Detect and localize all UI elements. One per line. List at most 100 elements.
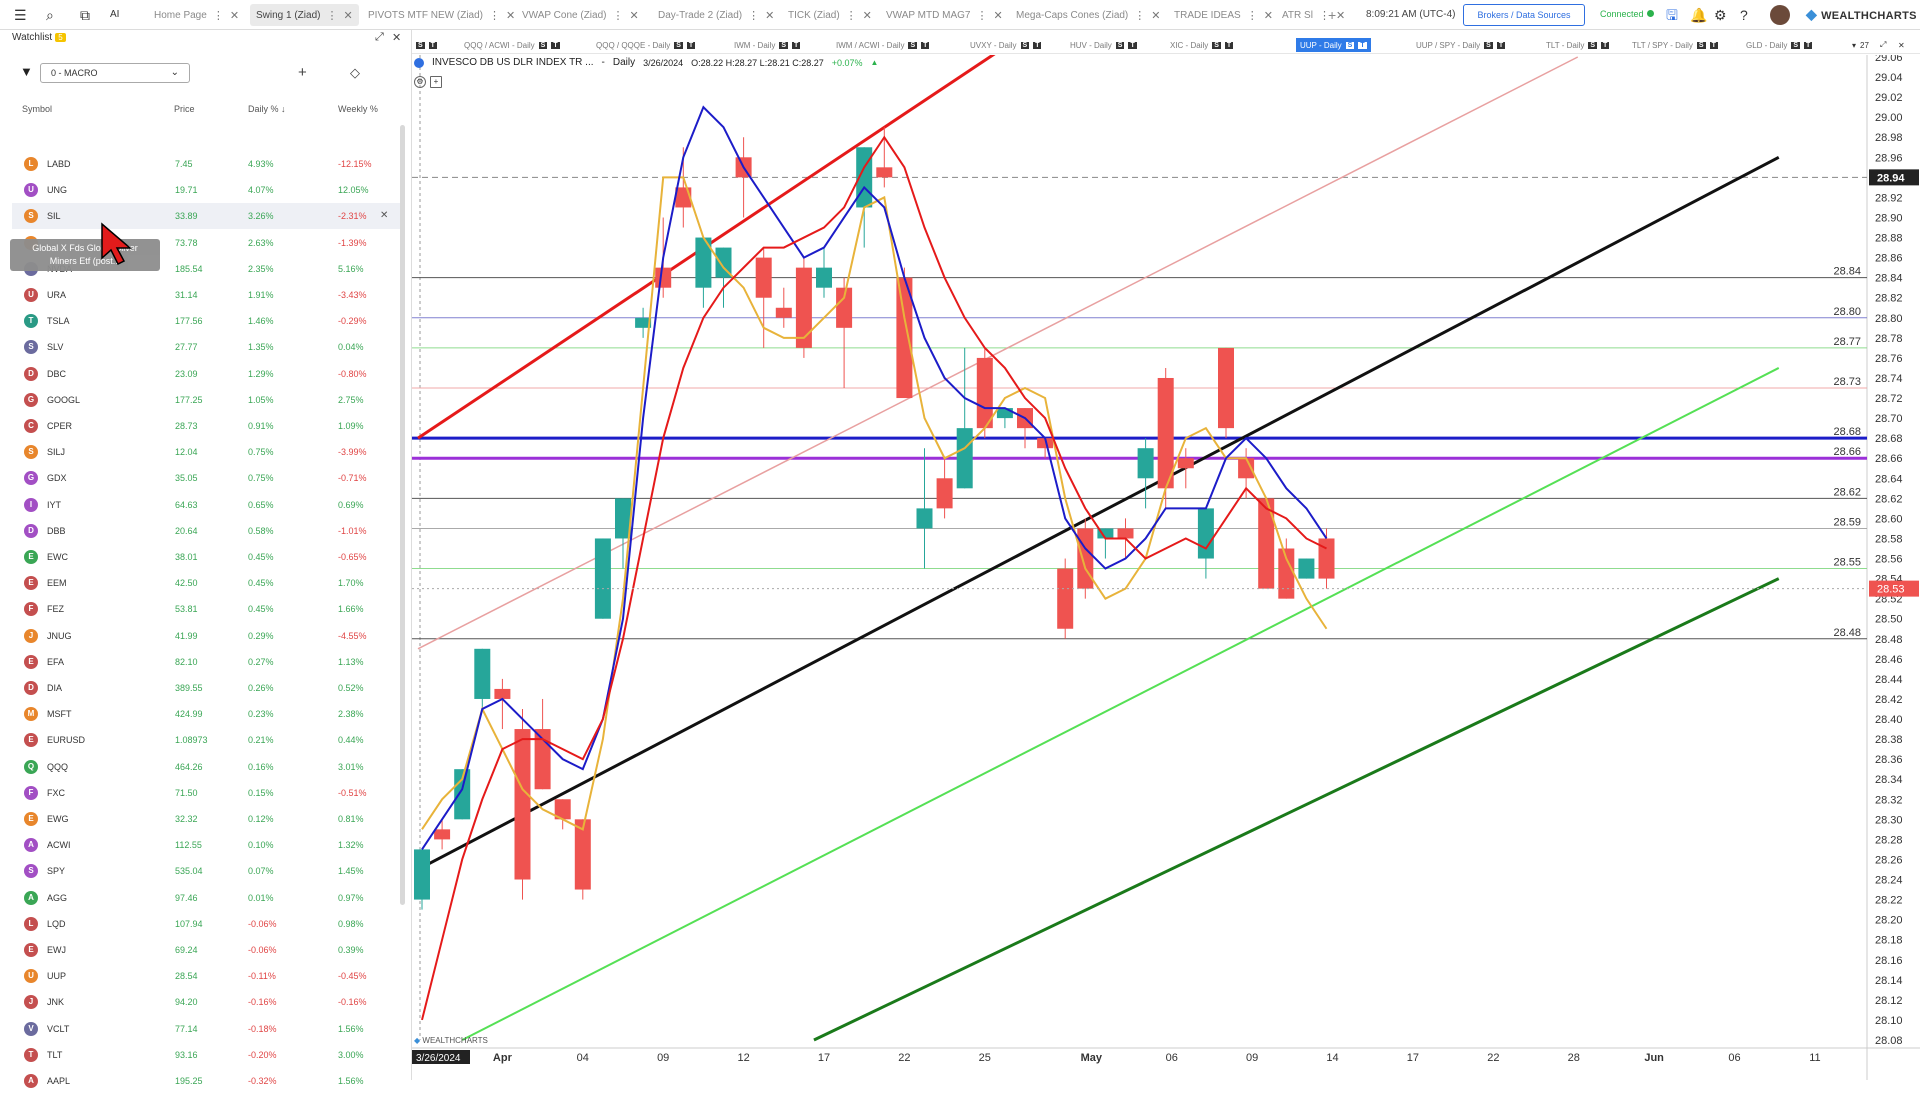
chart-tab-1[interactable]: QQQ / QQQE - Daily S T — [592, 38, 699, 52]
chart-tab-8[interactable]: UUP / SPY - Daily S T — [1412, 38, 1509, 52]
close-icon[interactable]: ✕ — [392, 32, 402, 44]
watchlist-row[interactable]: E EWG 32.32 0.12% 0.81% — [12, 806, 402, 832]
watchlist-row[interactable]: J JNK 94.20 -0.16% -0.16% — [12, 989, 402, 1015]
sync-badge-icon[interactable]: S — [1020, 41, 1030, 49]
watchlist-select[interactable]: 0 - MACRO ⌄ — [40, 63, 190, 83]
watchlist-row[interactable]: E EWJ 69.24 -0.06% 0.39% — [12, 937, 402, 963]
save-icon[interactable]: 🖫 — [1666, 7, 1678, 23]
watchlist-row[interactable]: J JNUG 41.99 0.29% -4.55% — [12, 623, 402, 649]
sync-badge-icon[interactable]: S — [1791, 41, 1801, 49]
watchlist-row[interactable]: D DBC 23.09 1.29% -0.80% — [12, 361, 402, 387]
watchlist-row[interactable]: V VCLT 77.14 -0.18% 1.56% — [12, 1016, 402, 1042]
timeframe-badge-icon[interactable]: T — [428, 41, 437, 49]
price-chart[interactable]: 29.06 29.04 29.02 29.00 28.98 28.96 28.94 28.92… — [412, 52, 1920, 1080]
tab-close-icon[interactable]: ✕ — [506, 9, 516, 22]
watchlist-row[interactable]: U URA 31.14 1.91% -3.43% — [12, 282, 402, 308]
watchlist-row[interactable]: G GOOGL 177.25 1.05% 2.75% — [12, 387, 402, 413]
watchlist-row[interactable]: L LQD 107.94 -0.06% 0.98% — [12, 911, 402, 937]
tab-close-icon[interactable]: ✕ — [862, 9, 872, 22]
chart-tab-2[interactable]: IWM - Daily S T — [730, 38, 804, 52]
tab-1[interactable]: Swing 1 (Ziad) ⋮ ✕ — [250, 4, 359, 26]
tab-close-icon[interactable]: ✕ — [1335, 9, 1346, 22]
watchlist-row[interactable]: F FXC 71.50 0.15% -0.51% — [12, 780, 402, 806]
tab-menu-icon[interactable]: ⋮ — [212, 9, 224, 22]
chart-tab-11[interactable]: GLD - Daily S T — [1742, 38, 1816, 52]
sync-badge-icon[interactable]: S — [674, 41, 683, 49]
tab-3[interactable]: VWAP Cone (Ziad) ⋮ ✕ — [516, 4, 645, 26]
tab-close-icon[interactable]: ✕ — [993, 9, 1003, 22]
tab-menu-icon[interactable]: ⋮ — [976, 9, 988, 22]
timeframe-badge-icon[interactable]: T — [1224, 41, 1234, 49]
tab-4[interactable]: Day-Trade 2 (Ziad) ⋮ ✕ — [652, 4, 780, 26]
chart-tab-9[interactable]: TLT - Daily S T — [1542, 38, 1613, 52]
tab-close-icon[interactable]: ✕ — [765, 9, 775, 22]
add-indicator-icon[interactable]: + — [430, 76, 442, 88]
tab-7[interactable]: Mega-Caps Cones (Ziad) ⋮ ✕ — [1010, 4, 1166, 26]
watchlist-row[interactable]: E EURUSD 1.08973 0.21% 0.44% — [12, 727, 402, 753]
col-price[interactable]: Price — [174, 104, 195, 114]
sync-badge-icon[interactable]: S — [779, 41, 788, 49]
gear-icon[interactable]: ⚙ — [1714, 7, 1727, 23]
chart-tab-3[interactable]: IWM / ACWI - Daily S T — [832, 38, 933, 52]
sync-badge-icon[interactable]: S — [1212, 41, 1221, 49]
watchlist-row[interactable]: T TSLA 177.56 1.46% -0.29% — [12, 308, 402, 334]
timeframe-badge-icon[interactable]: T — [1358, 41, 1367, 49]
timeframe-badge-icon[interactable]: T — [1128, 41, 1137, 49]
tab-menu-icon[interactable]: ⋮ — [1318, 9, 1330, 22]
tab-0[interactable]: Home Page ⋮ ✕ — [148, 4, 245, 26]
timeframe-badge-icon[interactable]: T — [1601, 41, 1610, 49]
timeframe-badge-icon[interactable]: T — [792, 41, 801, 49]
tab-menu-icon[interactable]: ⋮ — [748, 9, 760, 22]
chart-tab-6[interactable]: XIC - Daily S T — [1166, 38, 1237, 52]
tab-close-icon[interactable]: ✕ — [1263, 9, 1273, 22]
watchlist-row[interactable]: S SILJ 12.04 0.75% -3.99% — [12, 439, 402, 465]
watchlist-row[interactable]: U UUP 28.54 -0.11% -0.45% — [12, 963, 402, 989]
tab-8[interactable]: TRADE IDEAS ⋮ ✕ — [1168, 4, 1279, 26]
tab-close-icon[interactable]: ✕ — [343, 9, 353, 22]
close-chart-icon[interactable]: ✕ — [1898, 40, 1905, 50]
tab-5[interactable]: TICK (Ziad) ⋮ ✕ — [782, 4, 878, 26]
watchlist-row[interactable]: G GDX 35.05 0.75% -0.71% — [12, 465, 402, 491]
scrollbar[interactable] — [400, 125, 405, 905]
maximize-icon[interactable]: ⤢ — [1880, 40, 1887, 49]
layouts-icon[interactable]: ⧉ — [80, 7, 90, 23]
watchlist-row[interactable]: T TLT 93.16 -0.20% 3.00% — [12, 1042, 402, 1068]
sync-badge-icon[interactable]: S — [1588, 41, 1598, 49]
eraser-icon[interactable]: ◇ — [350, 65, 360, 80]
tab-9[interactable]: ATR Sl ⋮ ✕ — [1276, 4, 1351, 26]
col-weekly[interactable]: Weekly % — [338, 104, 378, 114]
chart-tab-0[interactable]: QQQ / ACWI - Daily S T — [460, 38, 564, 52]
sync-badge-icon[interactable]: S — [1345, 41, 1355, 49]
watchlist-row[interactable]: E EEM 42.50 0.45% 1.70% — [12, 570, 402, 596]
watchlist-row[interactable]: S SPY 535.04 0.07% 1.45% — [12, 858, 402, 884]
add-tab-icon[interactable]: + — [1328, 7, 1337, 23]
watchlist-row[interactable]: D DIA 389.55 0.26% 0.52% — [12, 675, 402, 701]
chart-tab-7[interactable]: UUP - Daily S T — [1296, 38, 1371, 52]
timeframe-badge-icon[interactable]: T — [1496, 41, 1506, 49]
tab-menu-icon[interactable]: ⋮ — [326, 9, 338, 22]
sync-badge-icon[interactable]: S — [1696, 41, 1706, 49]
watchlist-row[interactable]: E EFA 82.10 0.27% 1.13% — [12, 649, 402, 675]
tab-menu-icon[interactable]: ⋮ — [845, 9, 857, 22]
remove-symbol-icon[interactable]: ✕ — [380, 210, 389, 222]
add-symbol-icon[interactable]: + — [298, 64, 307, 81]
watchlist-row[interactable]: C CPER 28.73 0.91% 1.09% — [12, 413, 402, 439]
col-symbol[interactable]: Symbol — [22, 104, 53, 114]
watchlist-row[interactable]: S SIL 33.89 3.26% -2.31% ✕ — [12, 203, 402, 230]
help-icon[interactable]: ? — [1740, 7, 1748, 23]
sync-badge-icon[interactable]: S — [908, 41, 918, 49]
chart-svg[interactable]: 29.06 29.04 29.02 29.00 28.98 28.96 28.94 28.92… — [412, 52, 1920, 1080]
tab-close-icon[interactable]: ✕ — [1151, 9, 1161, 22]
watchlist-row[interactable]: A AAPL 195.25 -0.32% 1.56% — [12, 1068, 402, 1094]
tab-menu-icon[interactable]: ⋮ — [1134, 9, 1146, 22]
tab-close-icon[interactable]: ✕ — [229, 9, 240, 22]
watchlist-row[interactable]: A AGG 97.46 0.01% 0.97% — [12, 885, 402, 911]
tab-2[interactable]: PIVOTS MTF NEW (Ziad) ⋮ ✕ — [362, 4, 521, 26]
watchlist-row[interactable]: M MSFT 424.99 0.23% 2.38% — [12, 701, 402, 727]
sync-badge-icon[interactable]: S — [416, 41, 425, 49]
ai-icon[interactable]: AI — [110, 9, 120, 20]
sync-badge-icon[interactable]: S — [1115, 41, 1125, 49]
tab-menu-icon[interactable]: ⋮ — [489, 9, 500, 22]
watchlist-row[interactable]: E EWC 38.01 0.45% -0.65% — [12, 544, 402, 570]
